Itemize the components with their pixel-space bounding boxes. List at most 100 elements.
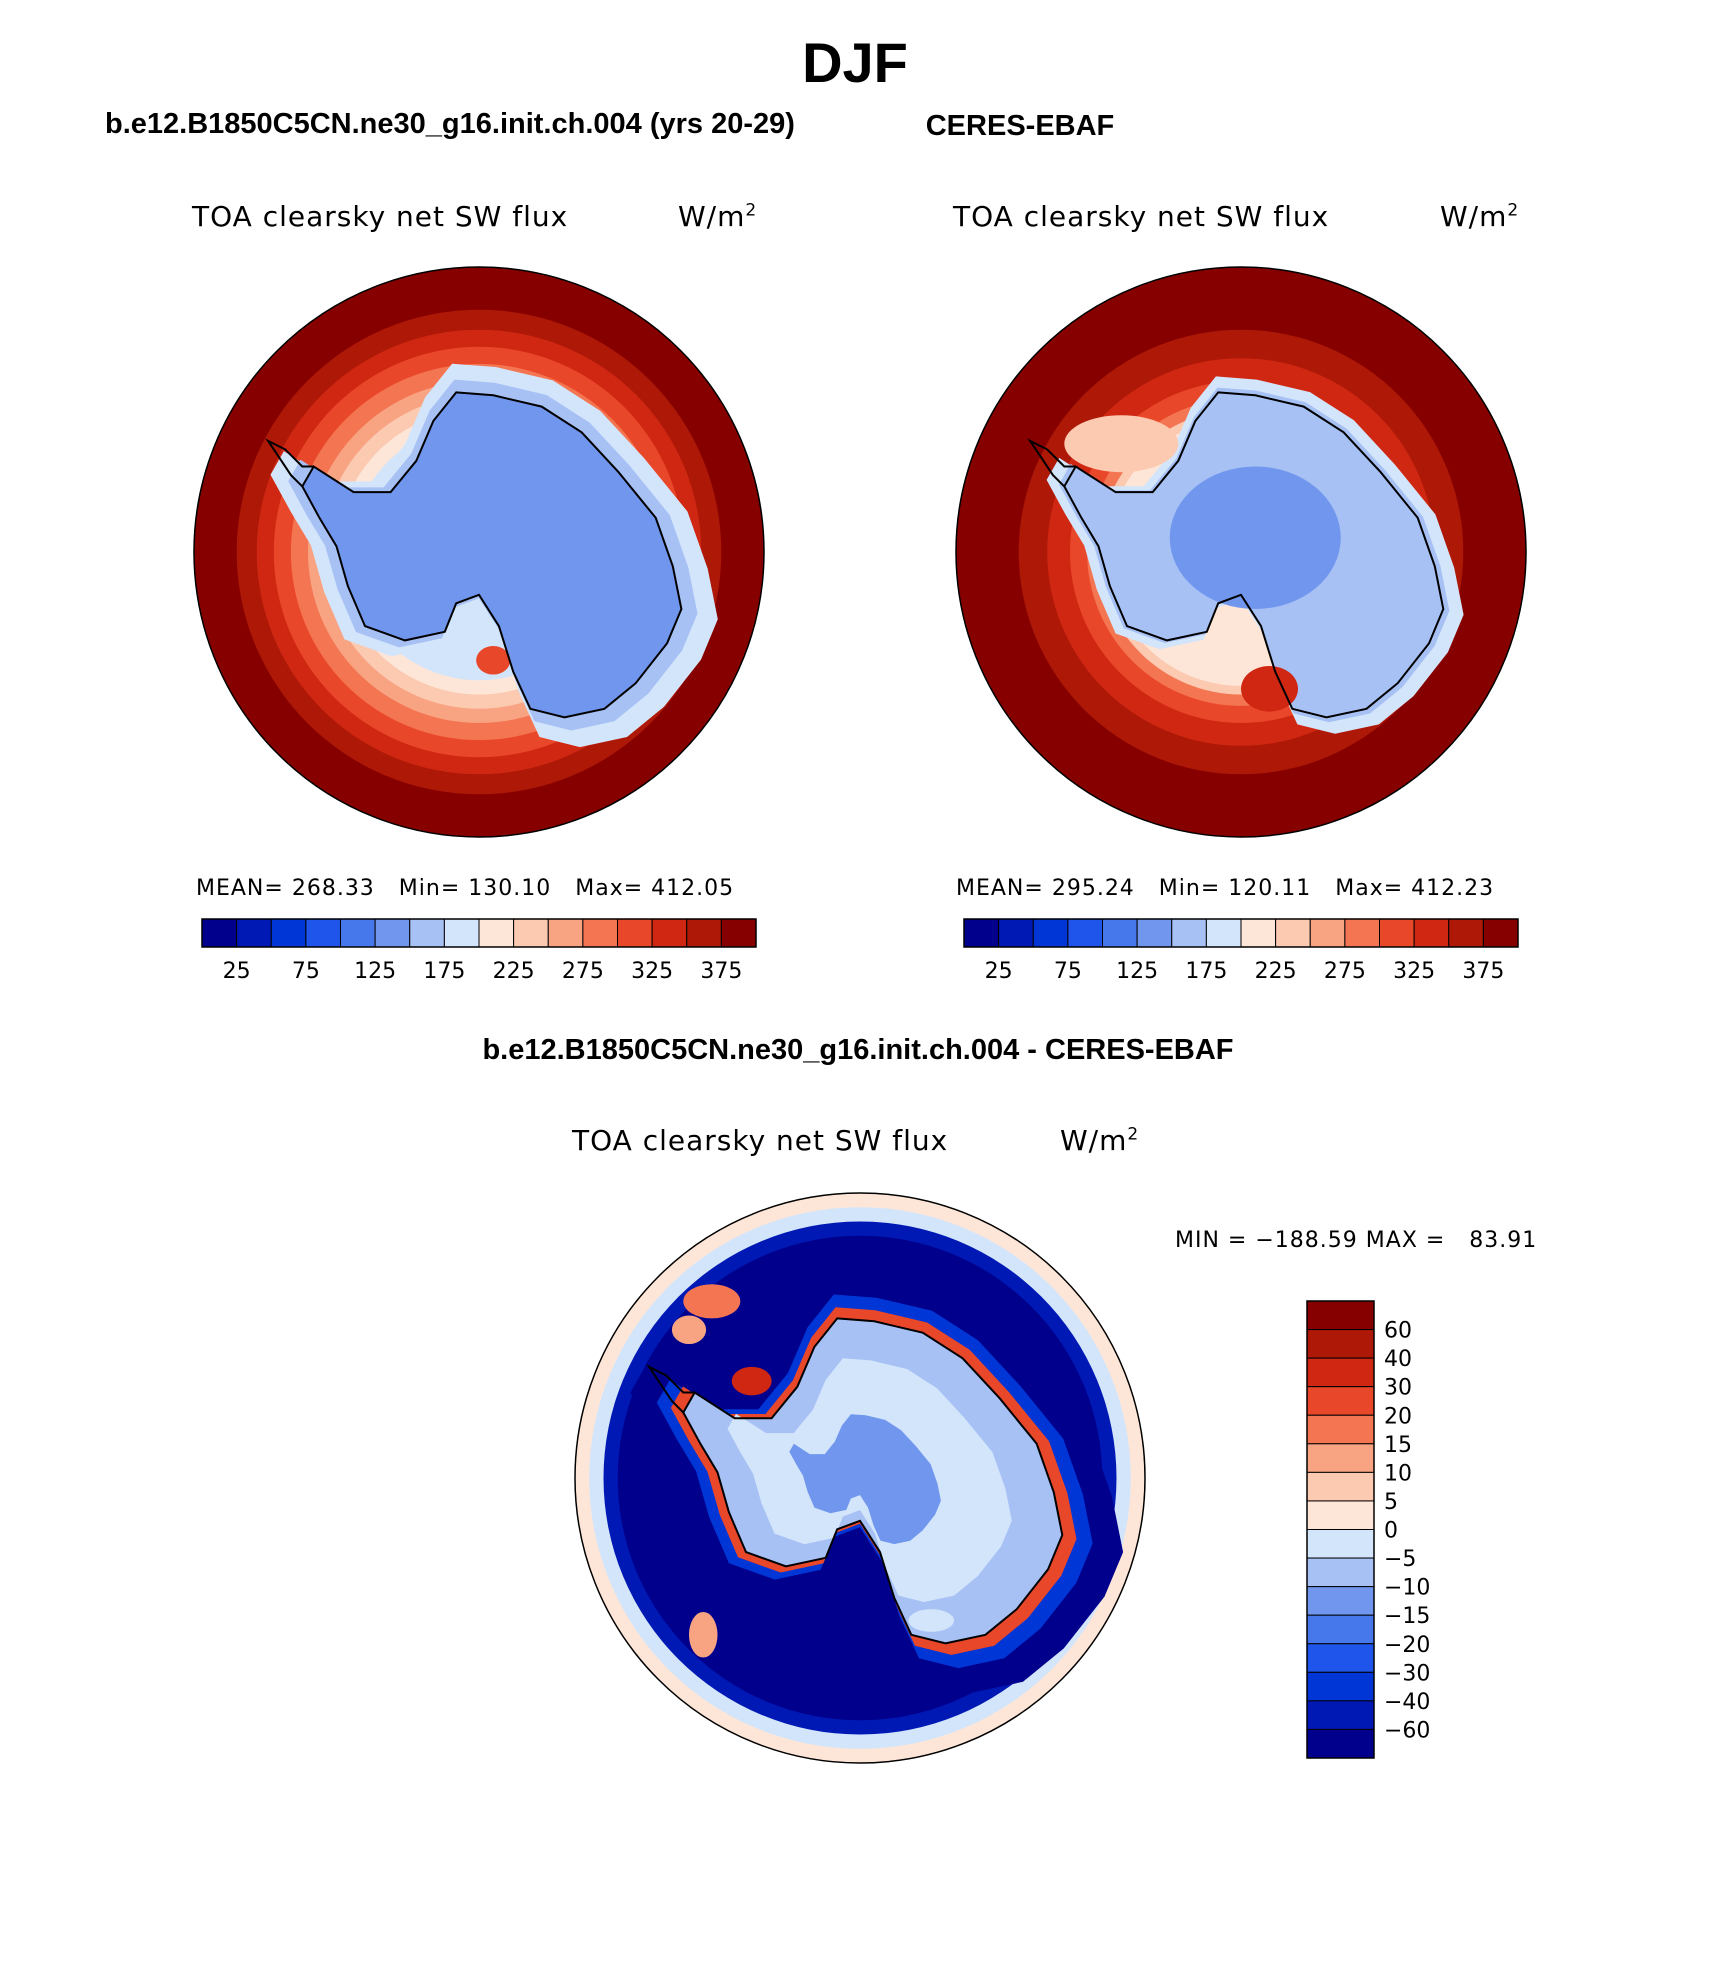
figure-title: DJF [802, 31, 908, 94]
colorbar-swatch [1306, 1700, 1375, 1730]
stat-max-label: Max= [1335, 876, 1404, 901]
colorbar-swatch [1306, 1329, 1375, 1359]
panel-left-title: b.e12.B1850C5CN.ne30_g16.init.ch.004 (yr… [105, 108, 795, 140]
colorbar-frame [963, 918, 1519, 948]
colorbar-swatch [1306, 1500, 1375, 1530]
colorbar-tick-label: −15 [1384, 1604, 1430, 1629]
map-difference [575, 1193, 1145, 1763]
colorbar-tick-label: 75 [1054, 959, 1082, 984]
continent-outline [301, 391, 683, 719]
colorbar-model: 25 75 125 175 225 275 325 375 [201, 918, 757, 984]
stat-max: 412.05 [651, 876, 735, 901]
contour-band [789, 1414, 941, 1545]
colorbar-tick-label: 10 [1384, 1461, 1412, 1486]
contour-patch [1064, 415, 1179, 473]
stat-min: 130.10 [468, 876, 552, 901]
colorbar-tick-label: −10 [1384, 1576, 1430, 1601]
panel-right-title: CERES-EBAF [925, 110, 1115, 142]
colorbar-swatch [1275, 918, 1311, 948]
colorbar-swatch [547, 918, 584, 948]
peninsula-outline [1027, 438, 1076, 488]
colorbar-frame [1306, 1300, 1375, 1759]
stat-mean-label: MEAN= [956, 876, 1044, 901]
continent-outline [1063, 391, 1445, 719]
colorbar-swatch [1306, 1414, 1375, 1445]
colorbar-tick-label: 40 [1384, 1347, 1412, 1372]
stat-mean-label: MEAN= [196, 876, 284, 901]
stat-min-label: Min= [398, 876, 461, 901]
colorbar-swatch [1032, 918, 1069, 948]
colorbar-frame [201, 918, 757, 948]
colorbar-swatch [443, 918, 480, 948]
stat-max-label: MAX = [1365, 1228, 1446, 1253]
colorbar-swatch [1306, 1728, 1375, 1759]
contour-patch [1241, 666, 1298, 712]
colorbar-swatch [1306, 1586, 1375, 1616]
map-model-border [193, 266, 765, 838]
colorbar-tick-label: 25 [985, 959, 1013, 984]
colorbar-swatch [270, 918, 307, 948]
colorbar-swatch [1306, 1557, 1375, 1588]
colorbar-swatch [1306, 1529, 1375, 1559]
colorbar-tick-label: −30 [1384, 1661, 1430, 1686]
colorbar-swatch [686, 918, 722, 948]
colorbar-swatch [1067, 918, 1104, 948]
colorbar-swatch [651, 918, 688, 948]
colorbar-swatch [374, 918, 411, 948]
colorbar-swatch [1306, 1614, 1375, 1645]
colorbar-tick-label: −20 [1384, 1633, 1430, 1658]
colorbar-swatch [1205, 918, 1242, 948]
colorbar-swatch [1240, 918, 1277, 948]
colorbar-swatch [1306, 1471, 1375, 1502]
contour-patch [683, 1284, 741, 1319]
colorbar-tick-label: 5 [1384, 1490, 1398, 1515]
contour-band [302, 392, 682, 718]
colorbar-tick-label: 275 [562, 959, 604, 984]
colorbar-swatch [236, 918, 272, 948]
colorbar-swatch [305, 918, 342, 948]
colorbar-swatch [409, 918, 445, 948]
contour-patch [689, 1611, 718, 1658]
colorbar-swatch [720, 918, 757, 948]
stat-mean: 268.33 [291, 876, 375, 901]
colorbar-swatch [1344, 918, 1381, 948]
colorbar-tick-label: 75 [292, 959, 320, 984]
colorbar-tick-label: 25 [223, 959, 251, 984]
stat-max: 412.23 [1411, 876, 1495, 901]
colorbar-swatch [1306, 1671, 1375, 1702]
variable-label-diff: TOA clearsky net SW flux [572, 1124, 949, 1157]
colorbar-tick-label: 175 [1185, 959, 1227, 984]
colorbar-swatch [1102, 918, 1138, 948]
colorbar-tick-label: −60 [1384, 1718, 1430, 1743]
contour-patch [731, 1366, 772, 1396]
colorbar-tick-label: 0 [1384, 1519, 1398, 1544]
colorbar-tick-label: 30 [1384, 1376, 1412, 1401]
colorbar-tick-label: 325 [1393, 959, 1435, 984]
colorbar-swatch [963, 918, 1000, 948]
panel-diff-title: b.e12.B1850C5CN.ne30_g16.init.ch.004 - C… [482, 1034, 1234, 1066]
colorbar-swatch [340, 918, 376, 948]
stat-min: 120.11 [1228, 876, 1312, 901]
colorbar-swatch [998, 918, 1034, 948]
stats-obs: MEAN= 295.24 Min= 120.11 Max= 412.23 [956, 876, 1494, 901]
colorbar-swatch [513, 918, 549, 948]
colorbar-tick-label: 175 [423, 959, 465, 984]
colorbar-tick-label: 225 [1255, 959, 1297, 984]
colorbar-tick-label: 375 [700, 959, 742, 984]
stat-max-label: Max= [575, 876, 644, 901]
map-observations-border [955, 266, 1527, 838]
colorbar-tick-label: 60 [1384, 1319, 1412, 1344]
colorbar-swatch [617, 918, 653, 948]
map-model [194, 267, 764, 837]
peninsula-outline [646, 1364, 695, 1414]
colorbar-swatch [1448, 918, 1484, 948]
colorbar-tick-label: 20 [1384, 1404, 1412, 1429]
contour-patch [476, 646, 511, 675]
stat-min-label: Min= [1158, 876, 1221, 901]
map-difference-border [574, 1192, 1146, 1764]
colorbar-tick-label: 125 [1116, 959, 1158, 984]
stat-mean: 295.24 [1051, 876, 1135, 901]
colorbar-swatch [1309, 918, 1346, 948]
colorbar-tick-label: 125 [354, 959, 396, 984]
